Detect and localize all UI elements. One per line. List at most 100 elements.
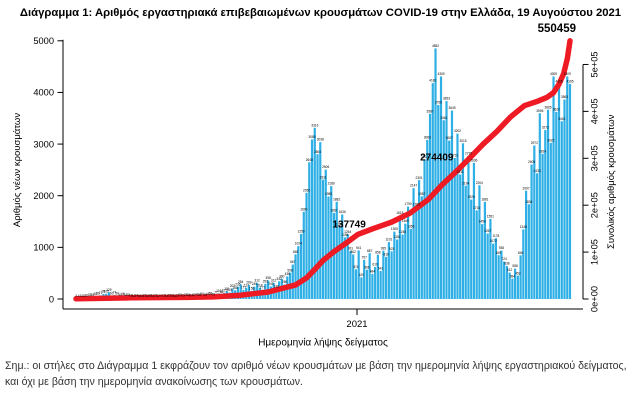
svg-text:269: 269 — [246, 281, 252, 285]
svg-text:86: 86 — [220, 290, 224, 294]
svg-text:50: 50 — [200, 292, 204, 296]
right-axis: 0e+00 1e+05 2e+05 3e+05 4e+05 5e+05 Συνολικός … — [582, 51, 617, 312]
svg-text:28: 28 — [126, 293, 130, 297]
svg-text:45: 45 — [211, 292, 215, 296]
svg-text:35: 35 — [203, 293, 207, 297]
svg-text:60: 60 — [110, 292, 114, 296]
svg-text:1926: 1926 — [468, 195, 475, 199]
svg-text:2972: 2972 — [531, 141, 538, 145]
svg-text:2021: 2021 — [346, 319, 367, 330]
svg-text:1e+05: 1e+05 — [590, 239, 600, 265]
svg-text:3442: 3442 — [558, 117, 565, 121]
svg-text:121: 121 — [222, 288, 228, 292]
svg-text:151: 151 — [224, 287, 230, 291]
svg-text:4e+05: 4e+05 — [590, 98, 600, 124]
svg-text:2097: 2097 — [523, 186, 530, 190]
svg-text:941: 941 — [356, 246, 362, 250]
svg-text:1636: 1636 — [339, 210, 346, 214]
svg-text:33: 33 — [118, 293, 122, 297]
svg-text:5000: 5000 — [33, 36, 54, 46]
svg-text:3833: 3833 — [443, 97, 450, 101]
svg-text:619: 619 — [372, 263, 378, 267]
svg-text:1395: 1395 — [336, 223, 343, 227]
svg-text:4309: 4309 — [564, 72, 571, 76]
svg-text:1178: 1178 — [492, 234, 499, 238]
svg-text:1667: 1667 — [330, 209, 337, 213]
svg-text:452: 452 — [515, 271, 521, 275]
svg-text:816: 816 — [383, 253, 389, 257]
svg-text:588: 588 — [512, 264, 518, 268]
svg-text:438: 438 — [285, 272, 291, 276]
svg-text:3316: 3316 — [311, 123, 318, 127]
svg-text:9: 9 — [160, 294, 162, 298]
svg-text:342: 342 — [276, 277, 282, 281]
svg-text:3863: 3863 — [561, 95, 568, 99]
svg-text:95: 95 — [102, 290, 106, 294]
svg-text:3596: 3596 — [536, 109, 543, 113]
svg-text:274409: 274409 — [420, 152, 454, 163]
svg-text:28: 28 — [198, 293, 202, 297]
x-axis: 2021 Ημερομηνία λήψης δείγματος — [63, 308, 583, 349]
svg-text:4309: 4309 — [550, 72, 557, 76]
svg-text:43: 43 — [195, 292, 199, 296]
svg-text:1305: 1305 — [391, 227, 398, 231]
svg-text:862: 862 — [351, 250, 357, 254]
svg-text:566: 566 — [364, 265, 370, 269]
svg-text:21: 21 — [154, 294, 158, 298]
svg-text:0: 0 — [49, 294, 54, 304]
svg-text:129: 129 — [106, 288, 112, 292]
svg-text:638: 638 — [504, 262, 510, 266]
svg-text:15: 15 — [82, 294, 86, 298]
chart-footnote: Σημ.: οι στήλες στο Διάγραμμα 1 εκφράζου… — [5, 360, 627, 388]
left-axis: 0 1000 2000 3000 4000 5000 Αριθμός νέων κρουσμ… — [12, 36, 64, 309]
svg-text:16: 16 — [137, 294, 141, 298]
svg-text:48: 48 — [206, 292, 210, 296]
svg-text:2e+05: 2e+05 — [590, 192, 600, 218]
svg-text:2804: 2804 — [314, 150, 321, 154]
svg-text:31: 31 — [192, 293, 196, 297]
svg-text:31: 31 — [91, 293, 95, 297]
svg-text:312: 312 — [271, 279, 277, 283]
svg-text:11: 11 — [151, 294, 155, 298]
svg-text:1000: 1000 — [33, 243, 54, 253]
svg-text:1618: 1618 — [396, 211, 403, 215]
svg-text:2731: 2731 — [451, 154, 458, 158]
svg-text:235: 235 — [235, 283, 241, 287]
svg-text:217: 217 — [244, 283, 250, 287]
svg-text:4181: 4181 — [429, 79, 436, 83]
svg-text:3: 3 — [75, 294, 77, 298]
svg-text:293: 293 — [263, 280, 269, 284]
svg-text:3089: 3089 — [308, 135, 315, 139]
svg-text:1985: 1985 — [325, 192, 332, 196]
svg-text:29: 29 — [179, 293, 183, 297]
svg-text:4: 4 — [78, 294, 80, 298]
svg-text:77: 77 — [214, 291, 218, 295]
svg-text:14: 14 — [165, 294, 169, 298]
cumulative-line — [73, 38, 573, 302]
svg-text:2605: 2605 — [528, 160, 535, 164]
svg-text:2000: 2000 — [33, 191, 54, 201]
svg-text:48: 48 — [93, 292, 97, 296]
svg-text:32: 32 — [124, 293, 128, 297]
svg-text:667: 667 — [290, 260, 296, 264]
svg-text:20: 20 — [181, 294, 185, 298]
svg-text:158: 158 — [249, 286, 255, 290]
svg-text:284: 284 — [238, 280, 244, 284]
svg-text:2648: 2648 — [306, 158, 313, 162]
svg-text:3622: 3622 — [553, 108, 560, 112]
svg-text:2702: 2702 — [421, 155, 428, 159]
svg-text:2411: 2411 — [457, 170, 464, 174]
svg-text:2186: 2186 — [328, 182, 335, 186]
svg-text:358: 358 — [265, 276, 271, 280]
svg-text:177: 177 — [241, 286, 247, 290]
svg-text:1882: 1882 — [333, 197, 340, 201]
svg-text:18: 18 — [170, 294, 174, 298]
svg-text:1254: 1254 — [344, 230, 351, 234]
svg-text:849: 849 — [496, 251, 502, 255]
svg-text:10: 10 — [140, 294, 144, 298]
svg-text:550459: 550459 — [538, 23, 576, 35]
svg-text:1248: 1248 — [399, 230, 406, 234]
svg-text:19: 19 — [129, 294, 133, 298]
svg-text:484: 484 — [370, 270, 376, 274]
